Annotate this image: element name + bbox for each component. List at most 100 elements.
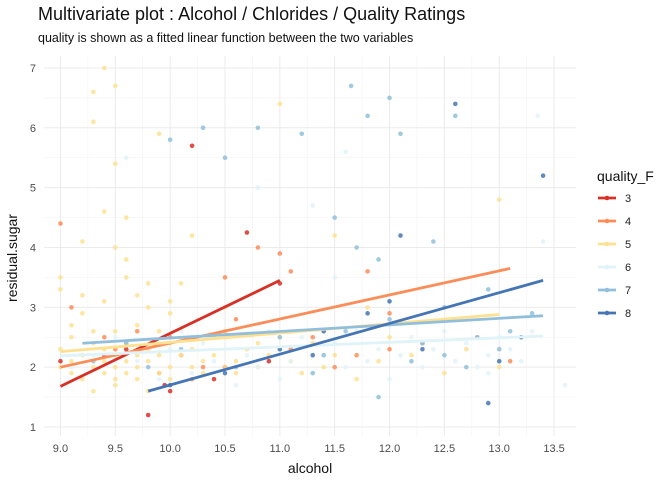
- point-quality-6: [507, 346, 513, 352]
- point-quality-6: [134, 358, 140, 364]
- point-quality-7: [321, 352, 327, 358]
- point-quality-4: [354, 352, 359, 358]
- point-quality-5: [134, 364, 140, 370]
- point-quality-7: [299, 131, 305, 137]
- point-quality-6: [123, 155, 129, 161]
- point-quality-7: [200, 125, 206, 131]
- fit-line-quality-8: [147, 279, 544, 393]
- point-quality-7: [365, 113, 370, 119]
- point-quality-5: [112, 245, 118, 250]
- point-quality-4: [365, 269, 370, 274]
- point-quality-7: [387, 317, 392, 322]
- point-quality-5: [112, 328, 118, 334]
- point-quality-7: [167, 137, 173, 143]
- point-quality-5: [145, 358, 151, 364]
- point-quality-5: [277, 101, 283, 107]
- point-quality-6: [474, 364, 480, 370]
- point-quality-6: [299, 334, 305, 340]
- point-quality-6: [244, 352, 250, 358]
- point-quality-5: [156, 328, 162, 334]
- chart-title: Multivariate plot : Alcohol / Chlorides …: [38, 4, 466, 24]
- point-quality-4: [332, 364, 337, 370]
- point-quality-5: [299, 370, 305, 376]
- point-quality-5: [112, 364, 118, 370]
- point-quality-7: [442, 352, 447, 358]
- point-quality-5: [332, 352, 337, 358]
- point-quality-4: [310, 334, 316, 340]
- point-quality-5: [112, 376, 118, 382]
- point-quality-7: [398, 131, 403, 137]
- point-quality-8: [387, 299, 392, 304]
- grid-lines: [44, 56, 576, 436]
- x-tick-label: 9.0: [53, 443, 68, 455]
- point-quality-5: [156, 352, 162, 358]
- point-quality-5: [69, 370, 74, 376]
- point-quality-6: [387, 376, 392, 382]
- fit-line-quality-7: [82, 314, 544, 345]
- point-quality-6: [485, 352, 491, 358]
- point-quality-5: [58, 275, 63, 280]
- point-quality-5: [387, 334, 392, 340]
- legend-key-point: [604, 287, 610, 293]
- legend-title: quality_F: [597, 168, 654, 184]
- legend-key-point: [604, 195, 610, 201]
- fit-line-quality-4: [60, 267, 511, 369]
- point-quality-5: [91, 89, 96, 95]
- point-quality-5: [145, 305, 151, 310]
- point-quality-4: [255, 245, 261, 250]
- fit-line-quality-5: [60, 313, 500, 354]
- point-quality-5: [80, 293, 85, 298]
- point-quality-4: [288, 269, 294, 274]
- point-quality-5: [442, 370, 447, 376]
- point-quality-5: [91, 364, 96, 370]
- point-quality-5: [255, 340, 261, 346]
- x-axis-ticks: 9.0 9.5 10.0 10.5 11.0 11.5 12.0 12.5 13.0 13.5: [53, 443, 565, 455]
- point-quality-5: [80, 311, 85, 316]
- point-quality-5: [189, 364, 195, 370]
- point-quality-4: [387, 311, 392, 316]
- point-quality-5: [69, 334, 74, 340]
- point-quality-6: [420, 364, 425, 370]
- legend-key-point: [604, 241, 610, 247]
- point-quality-4: [222, 275, 228, 280]
- point-quality-5: [80, 239, 85, 244]
- point-quality-6: [529, 328, 535, 334]
- point-quality-7: [485, 287, 491, 292]
- data-points: [58, 65, 568, 418]
- point-quality-5: [112, 382, 118, 388]
- point-quality-6: [332, 275, 337, 280]
- point-quality-4: [233, 317, 239, 322]
- point-quality-6: [453, 358, 458, 364]
- point-quality-5: [233, 358, 239, 364]
- legend-label: 7: [625, 285, 631, 297]
- point-quality-5: [167, 299, 173, 304]
- point-quality-5: [134, 322, 140, 328]
- point-quality-6: [310, 203, 316, 208]
- y-tick-label: 5: [30, 183, 36, 195]
- point-quality-5: [167, 364, 173, 370]
- point-quality-5: [123, 370, 129, 376]
- point-quality-5: [178, 352, 184, 358]
- point-quality-5: [112, 161, 118, 167]
- point-quality-7: [277, 334, 283, 340]
- point-quality-7: [376, 257, 381, 262]
- x-tick-label: 13.5: [543, 443, 564, 455]
- point-quality-7: [529, 311, 535, 316]
- y-tick-label: 2: [30, 362, 36, 374]
- x-axis-label: alcohol: [288, 460, 332, 476]
- point-quality-5: [123, 257, 129, 262]
- point-quality-5: [123, 275, 129, 280]
- x-tick-label: 10.0: [159, 443, 180, 455]
- legend-label: 4: [625, 216, 631, 228]
- point-quality-7: [409, 358, 414, 364]
- point-quality-5: [376, 358, 381, 364]
- point-quality-5: [102, 370, 107, 376]
- legend-key-point: [604, 310, 610, 316]
- point-quality-6: [255, 364, 261, 370]
- y-tick-label: 4: [30, 242, 36, 254]
- point-quality-5: [91, 388, 96, 394]
- point-quality-4: [134, 328, 140, 334]
- point-quality-7: [464, 364, 469, 370]
- point-quality-6: [376, 346, 381, 352]
